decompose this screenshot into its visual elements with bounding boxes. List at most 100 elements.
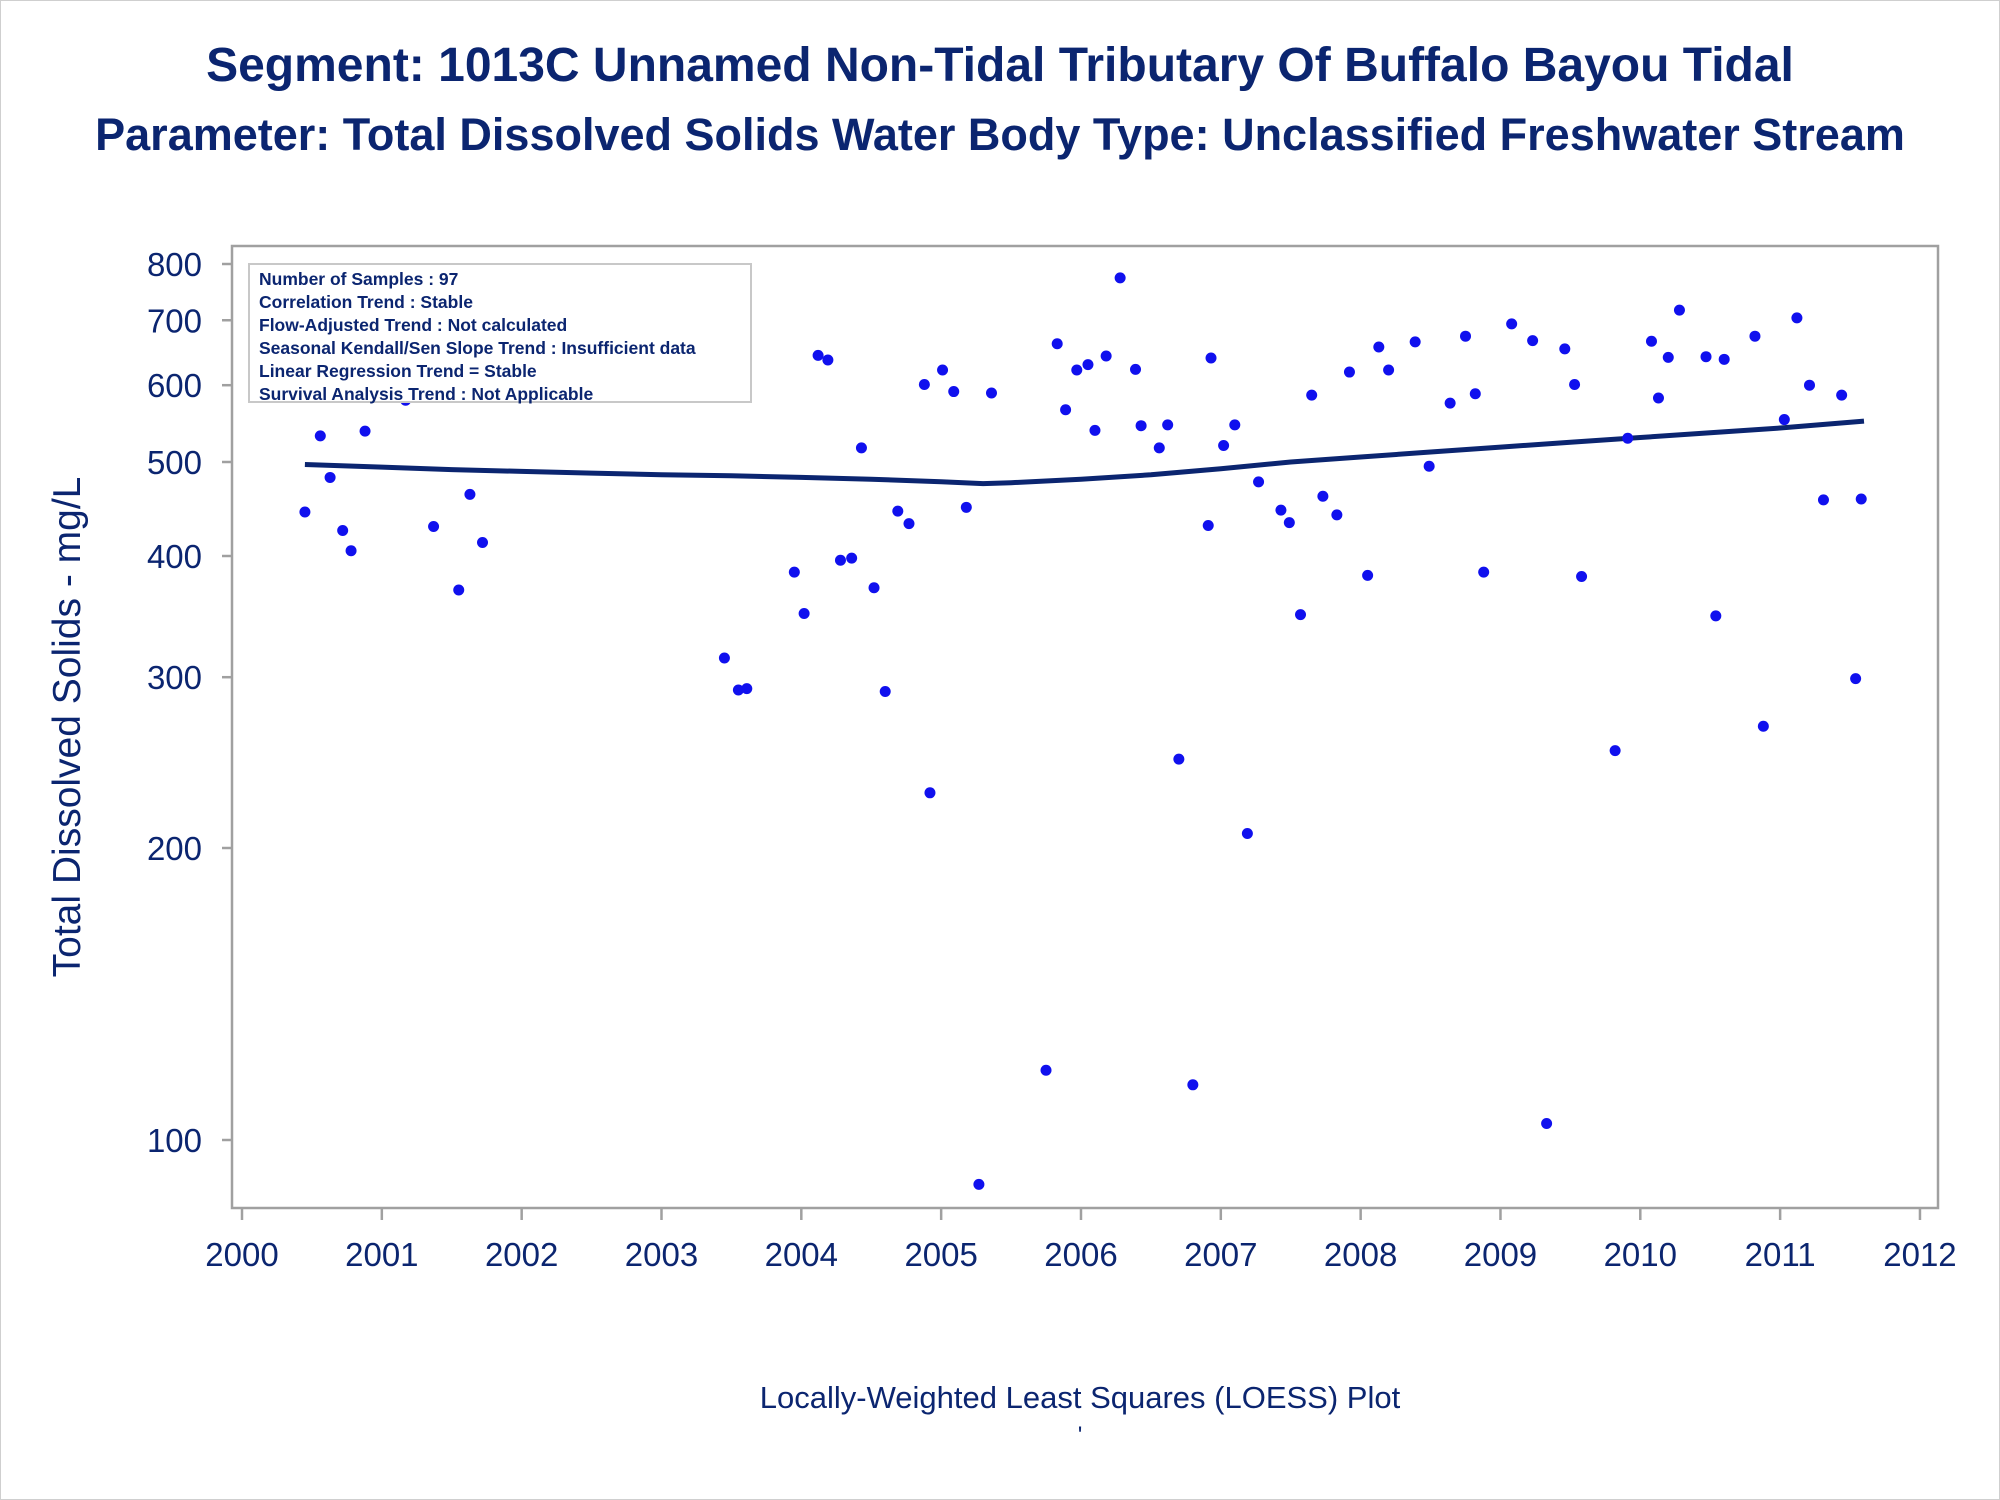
data-point bbox=[1202, 520, 1214, 532]
data-point bbox=[1423, 460, 1435, 472]
data-point bbox=[299, 506, 311, 518]
data-point bbox=[1576, 571, 1588, 583]
data-point bbox=[892, 505, 904, 517]
data-point bbox=[741, 683, 753, 695]
data-point bbox=[1362, 569, 1374, 581]
footnote: Locally-Weighted Least Squares (LOESS) P… bbox=[759, 1380, 1401, 1415]
x-tick-label: 2003 bbox=[625, 1236, 698, 1273]
x-tick-label: 2011 bbox=[1745, 1236, 1816, 1273]
y-tick-label: 500 bbox=[147, 444, 202, 481]
data-point bbox=[1541, 1117, 1553, 1129]
data-point bbox=[1071, 364, 1083, 376]
data-point bbox=[1331, 509, 1343, 521]
info-line-samples: Number of Samples : 97 bbox=[259, 269, 459, 289]
data-point bbox=[798, 607, 810, 619]
y-axis-label: Total Dissolved Solids - mg/L bbox=[46, 477, 89, 978]
data-point bbox=[1836, 389, 1848, 401]
y-tick-label: 100 bbox=[147, 1122, 202, 1159]
data-point bbox=[1444, 397, 1456, 409]
data-point bbox=[1082, 359, 1094, 371]
data-point bbox=[1275, 504, 1287, 516]
data-point bbox=[1662, 351, 1674, 363]
data-point bbox=[345, 545, 357, 557]
x-tick-label: 2010 bbox=[1604, 1236, 1677, 1273]
data-point bbox=[1060, 404, 1072, 416]
data-point bbox=[1229, 419, 1241, 431]
data-point bbox=[903, 518, 915, 530]
x-tick-label: 2001 bbox=[345, 1236, 418, 1273]
data-point bbox=[1295, 609, 1307, 621]
data-point bbox=[1130, 363, 1142, 375]
data-point bbox=[948, 386, 960, 398]
y-tick-label: 300 bbox=[147, 659, 202, 696]
data-point bbox=[1478, 566, 1490, 578]
x-tick-label: 2005 bbox=[904, 1236, 977, 1273]
data-point bbox=[428, 521, 440, 533]
data-point bbox=[1343, 366, 1355, 378]
data-point bbox=[1749, 330, 1761, 342]
data-point bbox=[359, 425, 371, 437]
data-point bbox=[1791, 312, 1803, 324]
data-point bbox=[1609, 745, 1621, 757]
x-tick-label: 2000 bbox=[205, 1236, 278, 1273]
data-point bbox=[812, 349, 824, 361]
data-point bbox=[1506, 318, 1518, 330]
data-point bbox=[1803, 379, 1815, 391]
x-axis: 2000 2001 2002 2003 2004 2005 2006 2007 2008 2009… bbox=[205, 1208, 1957, 1273]
data-point bbox=[453, 584, 465, 596]
data-point bbox=[1527, 335, 1539, 347]
data-point bbox=[324, 471, 336, 483]
data-point bbox=[1241, 828, 1253, 840]
x-tick-label: 2002 bbox=[485, 1236, 558, 1273]
data-point bbox=[1100, 350, 1112, 362]
data-point bbox=[1652, 392, 1664, 404]
data-point bbox=[1253, 476, 1265, 488]
data-point bbox=[314, 430, 326, 442]
data-point bbox=[1114, 272, 1126, 284]
data-point bbox=[718, 652, 730, 664]
data-point bbox=[788, 566, 800, 578]
data-point bbox=[834, 554, 846, 566]
data-point bbox=[1205, 352, 1217, 364]
data-point bbox=[1373, 341, 1385, 353]
data-point bbox=[1778, 414, 1790, 426]
data-point bbox=[1051, 338, 1063, 350]
data-point bbox=[1622, 432, 1634, 444]
x-tick-label: 2009 bbox=[1464, 1236, 1537, 1273]
loess-trend-line bbox=[304, 418, 1865, 487]
data-point bbox=[879, 685, 891, 697]
data-point bbox=[1700, 351, 1712, 363]
footnote-mark: ' bbox=[1077, 1422, 1083, 1449]
data-point bbox=[1850, 673, 1862, 685]
data-point bbox=[1173, 753, 1185, 765]
y-tick-label: 700 bbox=[147, 302, 202, 339]
data-point bbox=[1710, 610, 1722, 622]
data-point bbox=[1817, 494, 1829, 506]
data-point bbox=[960, 501, 972, 513]
y-tick-label: 400 bbox=[147, 538, 202, 575]
chart-subtitle: Parameter: Total Dissolved Solids Water … bbox=[95, 109, 1905, 160]
chart-title: Segment: 1013C Unnamed Non-Tidal Tributa… bbox=[206, 39, 1794, 92]
data-point bbox=[464, 488, 476, 500]
data-point bbox=[1218, 439, 1230, 451]
info-line-survival-analysis: Survival Analysis Trend : Not Applicable bbox=[259, 384, 594, 404]
data-point bbox=[1187, 1079, 1199, 1091]
y-tick-label: 600 bbox=[147, 367, 202, 404]
y-axis: 100 200 300 400 500 600 700 800 bbox=[147, 246, 232, 1159]
info-line-linear-regression: Linear Regression Trend = Stable bbox=[259, 361, 537, 381]
data-point bbox=[1645, 335, 1657, 347]
data-point bbox=[1383, 364, 1395, 376]
data-point bbox=[937, 364, 949, 376]
data-points bbox=[299, 272, 1867, 1190]
plot-frame bbox=[230, 244, 1940, 1210]
data-point bbox=[855, 442, 867, 454]
data-point bbox=[1135, 420, 1147, 432]
x-tick-label: 2007 bbox=[1184, 1236, 1257, 1273]
x-tick-label: 2012 bbox=[1883, 1236, 1956, 1273]
data-point bbox=[1306, 389, 1318, 401]
data-point bbox=[1162, 419, 1174, 431]
data-point bbox=[732, 684, 744, 696]
info-line-correlation: Correlation Trend : Stable bbox=[259, 292, 473, 312]
data-point bbox=[1569, 378, 1581, 390]
